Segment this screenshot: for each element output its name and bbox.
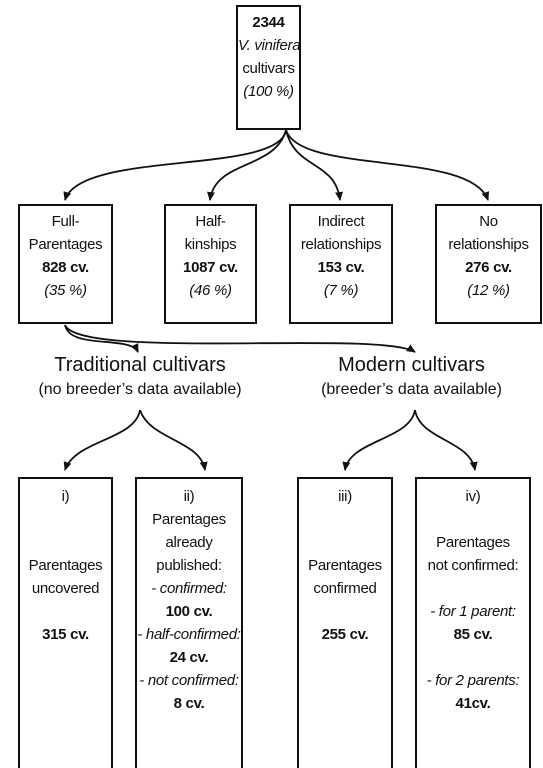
section-title: Modern cultivars [338, 354, 485, 376]
group-label: Half- [195, 213, 226, 230]
item-label: - for 2 parents: [426, 672, 520, 689]
outcome-count: 100 cv. [165, 603, 213, 620]
group-box: Full- Parentages 828 cv. (35 %) [18, 204, 113, 324]
species: V. vinifera [238, 37, 301, 54]
item-label: - not confirmed: [139, 672, 239, 689]
outcome-line: not confirmed: [427, 557, 519, 574]
item-label: - for 1 parent: [430, 603, 516, 620]
outcome-line: uncovered [31, 580, 100, 597]
outcome-number: ii) [183, 488, 195, 505]
outcome-line: Parentages [308, 557, 382, 574]
outcome-line: already [165, 534, 213, 551]
root-box: 2344 V. vinifera cultivars (100 %) [236, 5, 301, 130]
outcome-box: i) Parentages uncovered 315 cv. [18, 477, 113, 768]
item-label: - confirmed: [151, 580, 227, 597]
group-box: Half- kinships 1087 cv. (46 %) [164, 204, 257, 324]
section: Modern cultivars (breeder’s data availab… [280, 352, 543, 402]
outcome-line: published: [156, 557, 222, 574]
arrow [63, 129, 287, 201]
group-count: 276 cv. [465, 259, 512, 276]
arrow [342, 409, 416, 471]
outcome-number: iv) [465, 488, 481, 505]
group-label: relationships [448, 236, 529, 253]
arrow [139, 409, 208, 471]
section-subtitle: (no breeder’s data available) [38, 381, 242, 398]
group-count: 828 cv. [42, 259, 89, 276]
outcome-line: Parentages [152, 511, 226, 528]
outcome-box: iv) Parentages not confirmed: - for 1 pa… [415, 477, 531, 768]
outcome-box: iii) Parentages confirmed 255 cv. [297, 477, 393, 768]
group-label: Indirect [317, 213, 365, 230]
section-subtitle: (breeder’s data available) [321, 381, 502, 398]
outcome-count: 41cv. [455, 695, 491, 712]
section: Traditional cultivars (no breeder’s data… [0, 352, 280, 402]
outcome-box: ii) Parentages already published: - conf… [135, 477, 243, 768]
arrow [285, 129, 343, 201]
arrow [64, 324, 416, 353]
arrow [63, 409, 141, 471]
outcome-line: confirmed [313, 580, 377, 597]
arrow [64, 324, 139, 353]
arrow [207, 129, 287, 201]
arrow [285, 129, 490, 201]
group-label: kinships [184, 236, 237, 253]
outcome-count: 255 cv. [321, 626, 369, 643]
label: cultivars [242, 60, 295, 77]
group-label: Parentages [28, 236, 103, 253]
group-label: No [479, 213, 498, 230]
outcome-number: i) [61, 488, 70, 505]
group-label: Full- [51, 213, 80, 230]
outcome-number: iii) [338, 488, 352, 505]
group-percent: (7 %) [323, 282, 359, 299]
item-label: - half-confirmed: [137, 626, 241, 643]
group-percent: (35 %) [44, 282, 87, 299]
group-box: No relationships 276 cv. (12 %) [435, 204, 542, 324]
outcome-count: 24 cv. [169, 649, 209, 666]
group-box: Indirect relationships 153 cv. (7 %) [289, 204, 393, 324]
group-percent: (46 %) [189, 282, 232, 299]
outcome-count: 8 cv. [173, 695, 205, 712]
outcome-line: Parentages [436, 534, 510, 551]
outcome-line: Parentages [28, 557, 103, 574]
group-count: 1087 cv. [183, 259, 238, 276]
group-percent: (12 %) [467, 282, 510, 299]
group-count: 153 cv. [317, 259, 365, 276]
count: 2344 [252, 14, 285, 31]
group-label: relationships [300, 236, 382, 253]
section-title: Traditional cultivars [54, 354, 226, 376]
outcome-count: 85 cv. [453, 626, 493, 643]
percent: (100 %) [243, 83, 294, 100]
arrow [414, 409, 478, 471]
outcome-count: 315 cv. [42, 626, 89, 643]
